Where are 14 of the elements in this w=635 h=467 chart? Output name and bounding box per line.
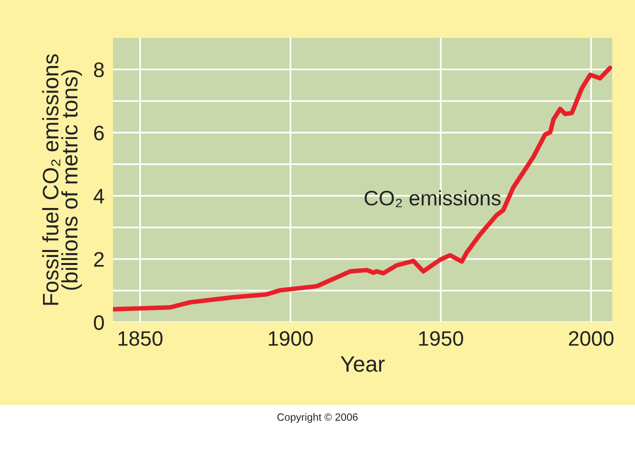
x-tick-label: 2000	[568, 331, 614, 346]
text: Copyright © 2006	[277, 413, 358, 423]
x-tick-label: 1950	[419, 331, 464, 346]
x-tick-label: 1850	[118, 331, 162, 346]
series-label: CO₂ emissions	[364, 190, 501, 208]
x-axis-title: Year	[340, 356, 385, 372]
y-tick-label: 0	[94, 315, 104, 330]
y-axis-title: Fossil fuel CO₂ emissions (billions of metric tons)	[42, 54, 82, 305]
line-series	[113, 66, 612, 312]
x-tick-label: 1900	[268, 331, 313, 346]
y-tick-label: 8	[94, 62, 104, 78]
y-tick-label: 6	[94, 126, 104, 140]
y-tick-label: 4	[94, 189, 104, 204]
y-tick-label: 2	[94, 252, 104, 267]
